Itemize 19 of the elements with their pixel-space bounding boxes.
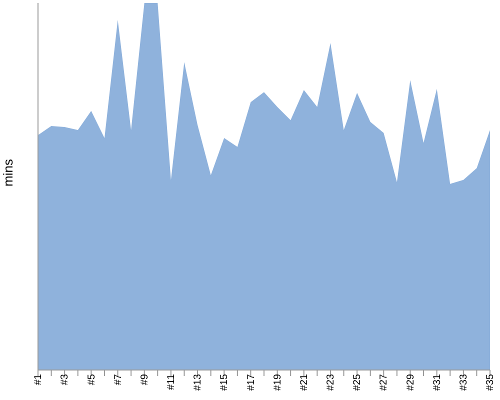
y-axis-title: mins (0, 158, 16, 186)
x-tick-label: #35 (485, 374, 496, 391)
x-tick-label: #5 (86, 374, 98, 386)
x-tick-label: #31 (432, 374, 443, 391)
x-tick-label: #33 (458, 374, 470, 391)
x-tick-label: #17 (246, 374, 257, 391)
x-tick-label: #29 (405, 374, 416, 391)
x-tick-label: #7 (112, 374, 124, 386)
x-tick-label: #9 (139, 374, 150, 386)
x-tick-label: #11 (166, 374, 178, 390)
x-tick-label: #21 (298, 374, 310, 391)
x-tick-label: #3 (60, 374, 71, 386)
x-tick-label: #25 (352, 374, 364, 391)
x-tick-label: #19 (272, 374, 284, 391)
x-tick-label: #13 (192, 374, 204, 391)
x-tick-label: #27 (378, 374, 390, 391)
x-tick-label: #23 (326, 374, 337, 391)
x-tick-label: #1 (33, 374, 44, 386)
x-tick-label: #15 (219, 374, 230, 391)
